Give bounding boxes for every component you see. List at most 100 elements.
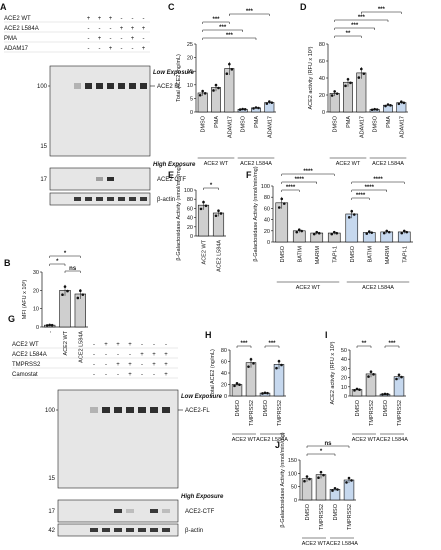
x-tick-label: ACE2 L584A [78, 331, 84, 363]
sig-bracket [202, 21, 230, 24]
data-point [362, 72, 366, 75]
high-exposure-label: High Exposure [153, 162, 196, 168]
lane-mark: - [110, 26, 112, 32]
fl-band [90, 407, 98, 413]
x-tick-label: MARIM [385, 246, 391, 265]
actin-band [96, 197, 103, 201]
group-label: ACE2 WT [296, 285, 321, 291]
data-point [357, 76, 361, 79]
fl-band [96, 83, 103, 89]
lane-mark: - [153, 372, 155, 378]
sig-bracket [334, 35, 362, 38]
x-tick-label: TMPRSS2 [277, 400, 283, 426]
y-tick-label: 40 [341, 357, 347, 363]
y-tick-label: 0 [190, 234, 193, 240]
condition-label: PMA [4, 36, 17, 42]
actin-label: β-actin [157, 197, 175, 203]
condition-label: ACE2 WT [4, 16, 31, 22]
lane-mark: - [93, 362, 95, 368]
sig-bracket [351, 181, 405, 184]
panel-letter: I [325, 330, 328, 340]
sig-bracket [334, 27, 375, 30]
y-tick-label: 5 [190, 96, 193, 102]
y-tick-label: 10 [33, 307, 39, 313]
data-point [230, 68, 234, 71]
fl-band [150, 407, 158, 413]
panel-h: H 0 20 40 60 80 Total ACE2 (ng/mL) DMSO TMPRSS2 D… [205, 330, 288, 443]
actin-band [85, 197, 92, 201]
y-tick-label: 20 [187, 56, 193, 62]
data-point [331, 489, 334, 492]
lane-mark: + [142, 26, 146, 32]
actin-band [107, 197, 114, 201]
x-tick-label: MARIM [315, 246, 321, 265]
x-tick-label: PMA [254, 116, 260, 128]
lane-mark: - [117, 372, 119, 378]
panel-letter: J [275, 440, 280, 450]
data-point [270, 101, 274, 104]
ctf-label: ACE2 CTF [157, 177, 186, 183]
ctf-band [126, 509, 134, 513]
x-tick-label: DMSO [373, 115, 379, 132]
y-tick-label: 20 [264, 229, 270, 235]
bar [275, 202, 289, 243]
condition-label: ADAM17 [4, 46, 29, 52]
data-point [387, 230, 391, 234]
data-point [349, 81, 352, 85]
data-point [400, 375, 403, 379]
lane-mark: + [116, 342, 120, 348]
lane-mark: + [131, 26, 135, 32]
fl-band [74, 83, 81, 89]
lane-mark: - [99, 26, 101, 32]
panel-letter: D [300, 2, 307, 12]
x-tick-label: TMPRSS2 [319, 504, 325, 530]
data-point [252, 107, 255, 110]
x-tick-label: BATIM [367, 246, 373, 263]
x-tick-label: DMSO [280, 245, 286, 262]
fl-band [102, 407, 110, 413]
data-point [335, 92, 339, 95]
panel-letter: B [4, 258, 11, 268]
condition-label: ACE2 WT [12, 342, 39, 348]
actin-band [90, 528, 98, 532]
group-label: ACE2 L584A [240, 161, 272, 167]
y-tick-label: 20 [341, 376, 347, 382]
sig-bracket [64, 270, 81, 273]
sig-bracket [202, 29, 243, 32]
data-point [382, 231, 386, 235]
y-tick-label: 0 [294, 498, 297, 504]
data-point [225, 72, 229, 76]
x-tick-label: DMSO [235, 399, 241, 416]
lane-mark: - [153, 342, 155, 348]
lane-mark: + [116, 362, 120, 368]
sig-label: * [320, 449, 323, 455]
condition-label: ACE2 L584A [4, 26, 39, 32]
group-label: ACE2 WT [336, 161, 361, 167]
sig-label: ns [324, 441, 332, 447]
group-label: ACE2 L584A [362, 285, 394, 291]
data-point [277, 206, 281, 209]
low-exposure-label: Low Exposure [181, 394, 223, 400]
condition-label: TMPRSS2 [12, 362, 41, 368]
sig-label: *** [226, 33, 234, 39]
lane-mark: + [152, 362, 156, 368]
high-exposure-label: High Exposure [181, 494, 224, 500]
fl-label: ACE2-FL [185, 408, 210, 414]
data-point [395, 377, 398, 381]
data-point [405, 230, 409, 234]
x-tick-label: ADAM17 [359, 116, 365, 138]
mw-marker: 15 [40, 144, 47, 150]
actin-band [114, 528, 122, 532]
fl-band [114, 407, 122, 413]
x-tick-label: ACE2 L584A [217, 240, 223, 272]
data-point [353, 389, 356, 392]
panel-a: A ACE2 WT + + + - - - ACE2 L584A - - - + + + PMA - + - - + - A… [0, 2, 196, 206]
condition-label: Camostat [12, 372, 38, 378]
data-point [345, 481, 348, 484]
x-tick-label: DMSO [383, 399, 389, 416]
lane-mark: - [132, 16, 134, 22]
lane-mark: - [121, 36, 123, 42]
x-tick-label: ACE2 WT [202, 239, 208, 264]
mw-marker: 100 [45, 408, 56, 414]
x-tick-label: PMA [386, 116, 392, 128]
